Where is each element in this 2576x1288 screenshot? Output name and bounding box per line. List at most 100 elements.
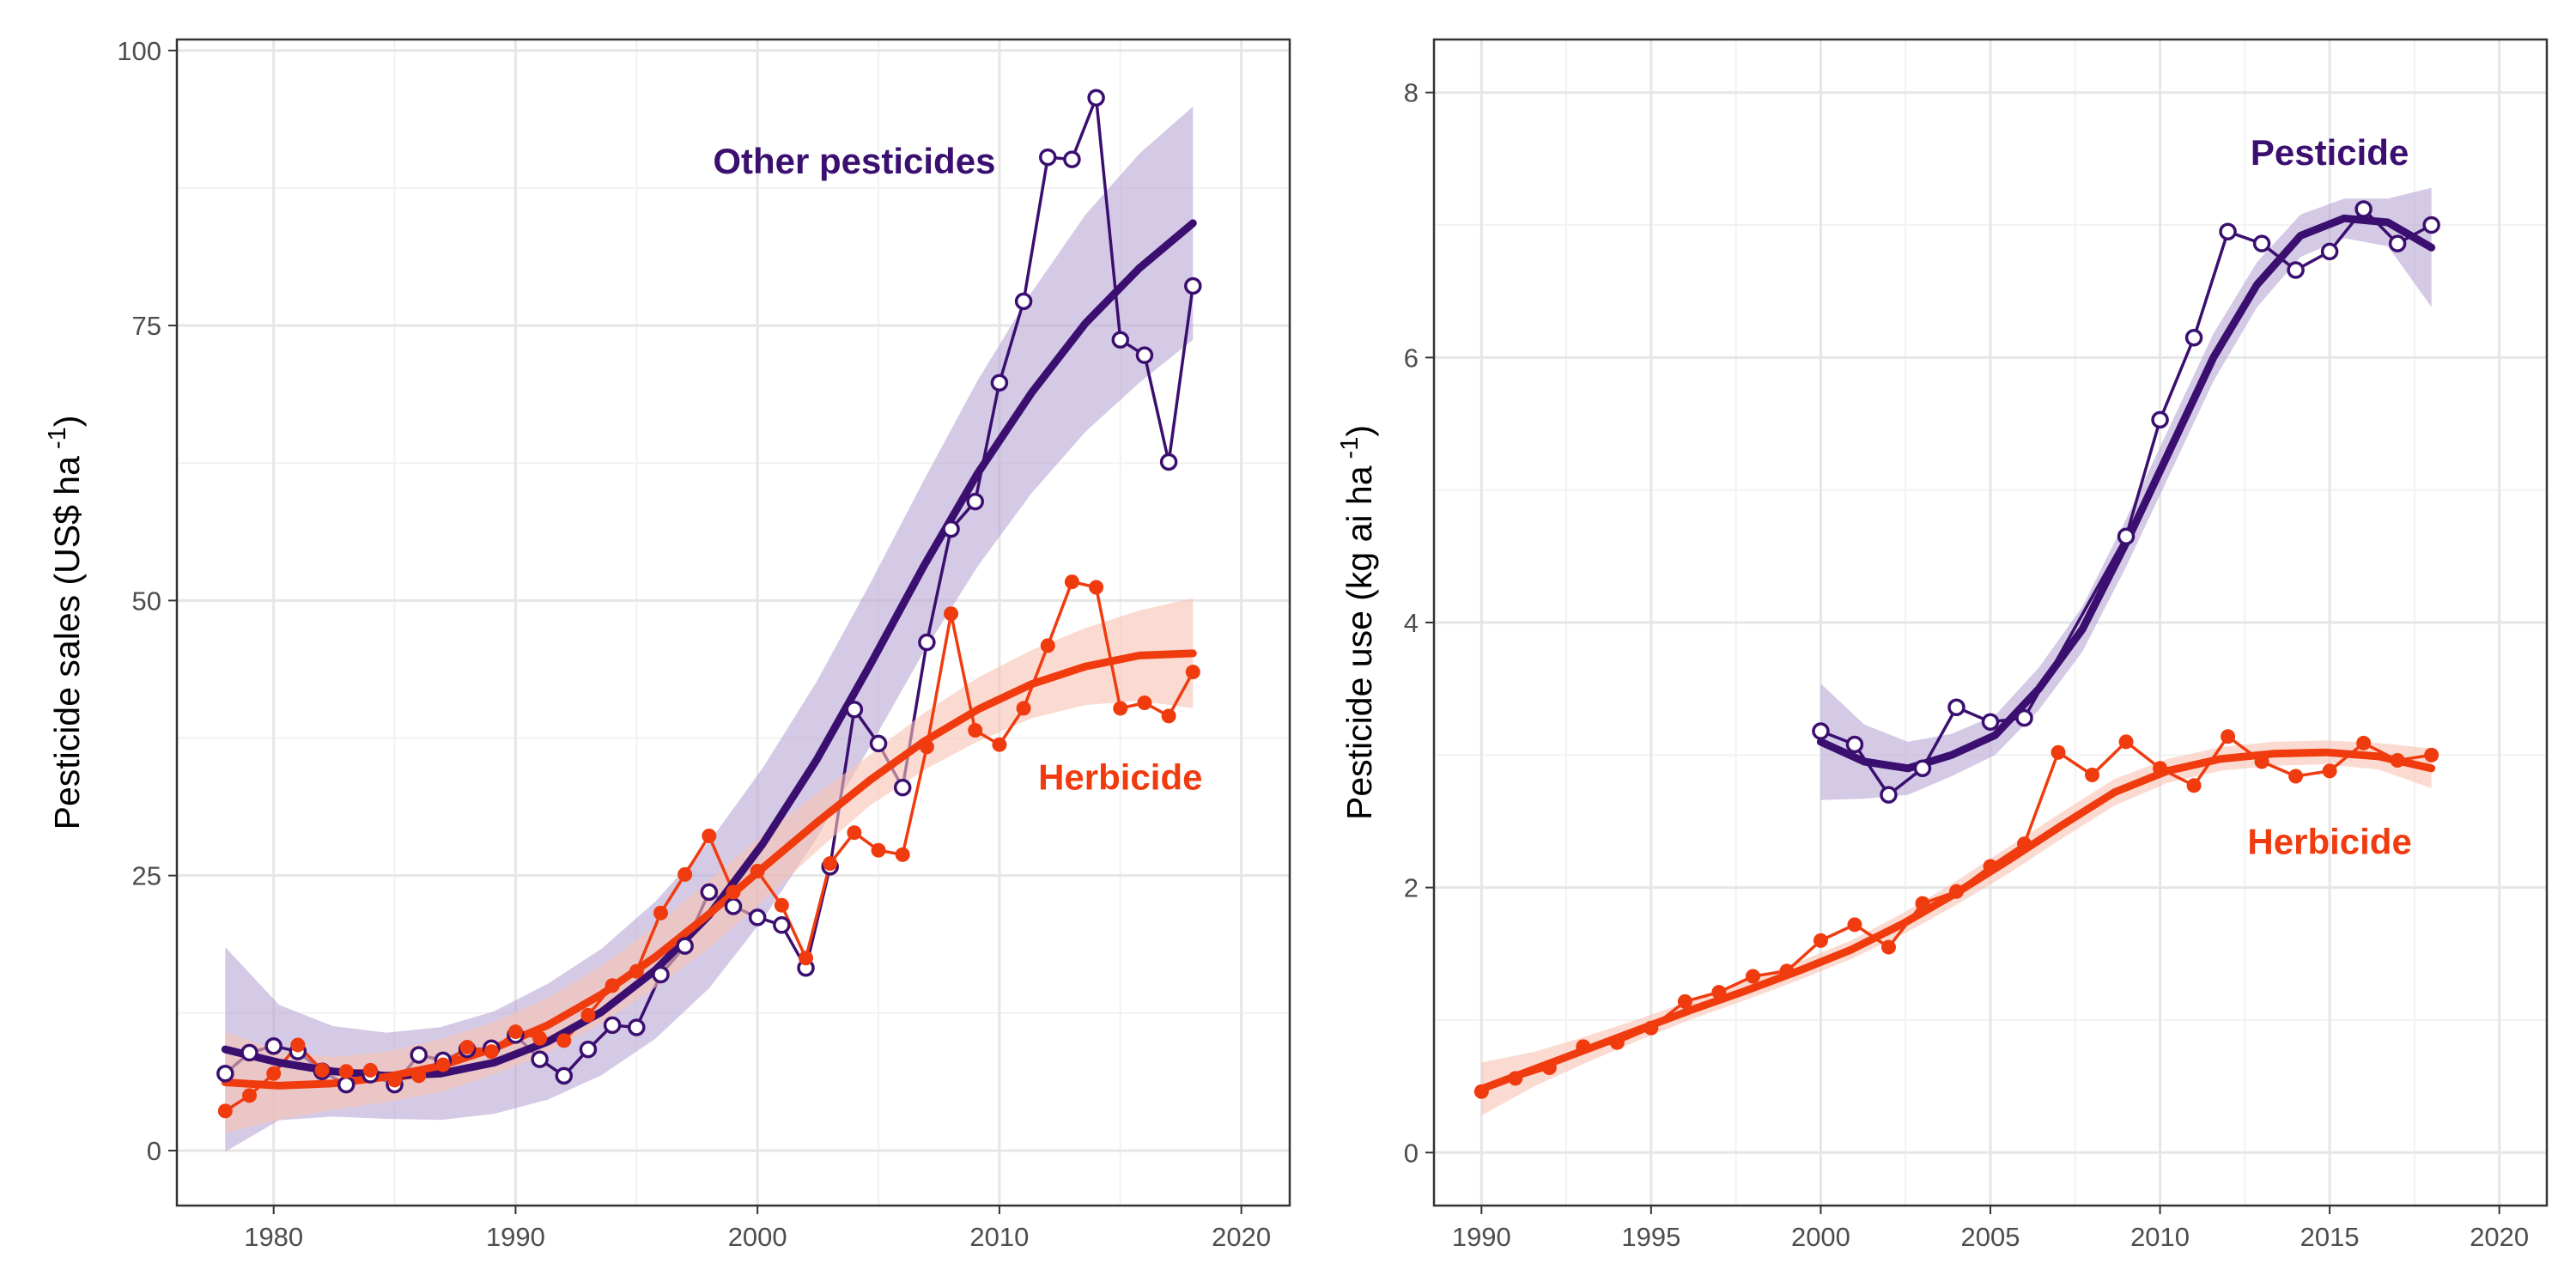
herbicide-point xyxy=(1541,1060,1557,1076)
y-axis-title-superscript: -1 xyxy=(1336,437,1364,459)
x-tick-label: 2000 xyxy=(728,1222,787,1252)
herbicide-point xyxy=(750,864,765,879)
herbicide-point xyxy=(435,1057,451,1072)
x-tick-label: 2005 xyxy=(1961,1222,2020,1252)
y-tick-label: 25 xyxy=(132,861,161,891)
y-tick-label: 0 xyxy=(147,1136,161,1166)
x-tick-label: 2015 xyxy=(2300,1222,2360,1252)
annotation-pesticide: Other pesticides xyxy=(713,141,995,181)
herbicide-point xyxy=(2221,729,2236,744)
herbicide-point xyxy=(362,1062,378,1078)
herbicide-point xyxy=(411,1068,427,1084)
pesticide-point xyxy=(1087,88,1105,107)
chart-panel-2: 1990 1995 2000 2005 2010 2015 2020 0 2 4 6 8 Pestici… xyxy=(1336,38,2549,1252)
herbicide-confidence-band xyxy=(1481,740,2432,1116)
herbicide-point xyxy=(1915,896,1930,911)
herbicide-point xyxy=(847,825,862,841)
x-tick-label: 2010 xyxy=(2130,1222,2190,1252)
pesticide-point xyxy=(2117,527,2136,545)
pesticide-point xyxy=(1845,735,1864,754)
y-tick-label: 6 xyxy=(1404,343,1419,373)
herbicide-point xyxy=(677,866,693,882)
herbicide-point xyxy=(1113,701,1128,716)
pesticide-point xyxy=(628,1018,646,1036)
herbicide-point xyxy=(1847,917,1862,933)
herbicide-point xyxy=(1677,993,1692,1009)
herbicide-point xyxy=(290,1037,306,1053)
herbicide-point xyxy=(992,737,1007,752)
herbicide-point xyxy=(1161,708,1176,724)
y-axis-title: Pesticide use (kg ai ha -1) xyxy=(1336,425,1379,820)
herbicide-point xyxy=(653,905,668,920)
y-tick-label: 4 xyxy=(1404,608,1419,638)
annotation-pesticide: Pesticide xyxy=(2251,132,2409,173)
y-tick-label: 50 xyxy=(132,586,161,616)
herbicide-point xyxy=(871,842,886,858)
herbicide-point xyxy=(1064,574,1079,590)
herbicide-point xyxy=(217,1103,233,1119)
x-tick-label: 2020 xyxy=(1212,1222,1271,1252)
panel-border xyxy=(1432,38,2549,1207)
pesticide-point xyxy=(1913,759,1932,777)
pesticide-point xyxy=(1947,698,1965,717)
herbicide-point xyxy=(338,1064,354,1079)
pesticide-point xyxy=(652,965,670,984)
herbicide-point xyxy=(2254,754,2269,769)
x-tick-label: 1990 xyxy=(1452,1222,1511,1252)
herbicide-point xyxy=(895,847,910,862)
pesticide-point xyxy=(2015,708,2033,727)
x-tick-label: 2020 xyxy=(2470,1222,2529,1252)
herbicide-point xyxy=(2050,744,2066,760)
pesticide-point xyxy=(2287,261,2305,279)
herbicide-point xyxy=(507,1024,523,1040)
pesticide-point xyxy=(555,1066,574,1085)
herbicide-point xyxy=(1609,1035,1625,1050)
pesticide-point xyxy=(1111,331,1130,349)
herbicide-point xyxy=(556,1033,572,1048)
herbicide-point xyxy=(2085,767,2100,782)
herbicide-point xyxy=(266,1066,282,1081)
herbicide-point xyxy=(702,829,717,844)
pesticide-point xyxy=(2252,234,2271,252)
pesticide-point xyxy=(1159,453,1178,471)
y-axis-title-superscript: -1 xyxy=(44,427,71,449)
herbicide-point xyxy=(799,951,814,966)
herbicide-point xyxy=(2017,836,2032,852)
herbicide-point xyxy=(2424,747,2439,762)
herbicide-point xyxy=(532,1030,548,1046)
herbicide-point xyxy=(314,1062,330,1078)
y-axis-title-main: Pesticide use (kg ai ha xyxy=(1340,465,1379,820)
y-axis-title-close: ) xyxy=(1340,425,1379,437)
y-tick-label: 2 xyxy=(1404,873,1419,903)
herbicide-point xyxy=(2153,761,2168,776)
herbicide-point xyxy=(483,1044,499,1060)
panel-border xyxy=(175,38,1291,1207)
pesticide-point xyxy=(942,519,960,538)
herbicide-trend-line xyxy=(221,649,1197,1090)
herbicide-point xyxy=(1576,1039,1591,1054)
x-tick-label: 1980 xyxy=(244,1222,303,1252)
y-axis-title: Pesticide sales (US$ ha -1) xyxy=(44,416,87,830)
pesticide-point xyxy=(845,700,864,719)
pesticide-point xyxy=(869,734,888,753)
pesticide-point xyxy=(748,908,767,927)
y-tick-label: 8 xyxy=(1404,78,1419,108)
pesticide-point xyxy=(2219,222,2237,241)
pesticide-point xyxy=(1135,346,1154,364)
herbicide-point xyxy=(1643,1020,1659,1036)
herbicide-point xyxy=(823,856,838,872)
pesticide-point xyxy=(2151,410,2169,429)
herbicide-confidence-band xyxy=(225,598,1194,1133)
pesticide-point xyxy=(2388,234,2407,252)
herbicide-point xyxy=(774,897,789,913)
herbicide-point xyxy=(459,1040,475,1055)
pesticide-series-line xyxy=(1820,206,2433,798)
herbicide-point xyxy=(2288,769,2304,784)
x-tick-label: 2000 xyxy=(1791,1222,1850,1252)
annotation-herbicide: Herbicide xyxy=(1038,756,1202,797)
herbicide-point xyxy=(1983,859,1998,874)
pesticide-confidence-band xyxy=(1820,187,2432,800)
herbicide-point xyxy=(387,1072,403,1088)
herbicide-trend-line xyxy=(1477,748,2436,1093)
y-tick-label: 0 xyxy=(1404,1138,1419,1168)
